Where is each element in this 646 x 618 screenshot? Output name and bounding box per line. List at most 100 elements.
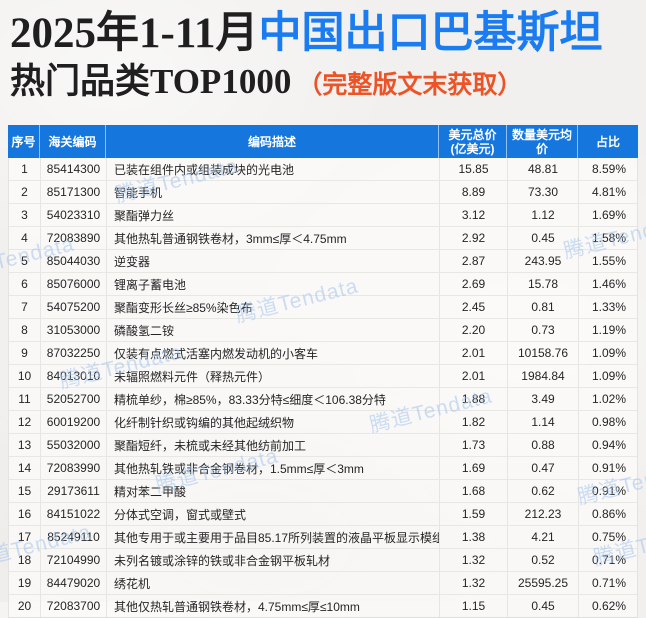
cell-col-qty-avg-price: 0.62 xyxy=(507,480,578,502)
cell-col-index: 5 xyxy=(21,254,28,268)
header-col-qty-avg-price: 数量美元均价 xyxy=(506,125,577,158)
cell-col-hs-code: 84013010 xyxy=(40,365,106,387)
cell-col-usd-total: 1.73 xyxy=(439,434,507,456)
title-period: 2025年1-11月 xyxy=(10,10,259,57)
table-row: 14 72083990 其他热轧铁或非合金钢卷材，1.5mm≤厚＜3mm 1.69 0.… xyxy=(9,456,637,479)
cell-col-qty-avg-price: 0.81 xyxy=(507,296,578,318)
cell-col-share: 1.69% xyxy=(578,204,639,226)
cell-col-index: 18 xyxy=(17,553,32,567)
cell-col-index: 14 xyxy=(17,461,32,475)
cell-col-hs-code: 54023310 xyxy=(40,204,106,226)
cell-col-hs-code: 85044030 xyxy=(40,250,106,272)
cell-col-description: 聚酯短纤，未梳或未经其他纺前加工 xyxy=(106,434,439,456)
table-row: 2 85171300 智能手机 8.89 73.30 4.81% xyxy=(9,180,637,203)
cell-col-share: 0.94% xyxy=(578,434,639,456)
header-col-hs-code: 海关编码 xyxy=(39,125,105,158)
cell-col-usd-total: 1.38 xyxy=(439,526,507,548)
cell-col-share: 0.62% xyxy=(578,595,639,617)
cell-col-share: 1.58% xyxy=(578,227,639,249)
cell-col-description: 精梳单纱，棉≥85%，83.33分特≤细度＜106.38分特 xyxy=(106,388,439,410)
cell-col-usd-total: 15.85 xyxy=(439,158,507,180)
cell-col-index: 12 xyxy=(17,415,32,429)
cell-col-hs-code: 72083890 xyxy=(40,227,106,249)
cell-col-qty-avg-price: 10158.76 xyxy=(507,342,578,364)
cell-col-index: 4 xyxy=(21,231,28,245)
cell-col-share: 0.71% xyxy=(578,549,639,571)
table-row: 20 72083700 其他仅热轧普通钢铁卷材，4.75mm≤厚≤10mm 1.15 0… xyxy=(9,594,637,617)
cell-col-share: 0.75% xyxy=(578,526,639,548)
page-title: 2025年1-11月中国出口巴基斯坦 热门品类TOP1000 （完整版文末获取） xyxy=(10,8,640,108)
cell-col-qty-avg-price: 1.14 xyxy=(507,411,578,433)
cell-col-share: 4.81% xyxy=(578,181,639,203)
cell-col-description: 其他专用于或主要用于品目85.17所列装置的液晶平板显示模组 xyxy=(106,526,439,548)
cell-col-description: 已装在组件内或组装成块的光电池 xyxy=(106,158,439,180)
cell-col-usd-total: 1.32 xyxy=(439,572,507,594)
cell-col-share: 1.55% xyxy=(578,250,639,272)
cell-col-description: 其他仅热轧普通钢铁卷材，4.75mm≤厚≤10mm xyxy=(106,595,439,617)
table-row: 9 87032250 仅装有点燃式活塞内燃发动机的小客车 2.01 10158.76 1.… xyxy=(9,341,637,364)
cell-col-description: 仅装有点燃式活塞内燃发动机的小客车 xyxy=(106,342,439,364)
cell-col-qty-avg-price: 73.30 xyxy=(507,181,578,203)
cell-col-index: 1 xyxy=(21,162,28,176)
header-col-index: 序号 xyxy=(11,134,36,149)
cell-col-index: 2 xyxy=(21,185,28,199)
cell-col-share: 0.71% xyxy=(578,572,639,594)
cell-col-description: 绣花机 xyxy=(106,572,439,594)
cell-col-usd-total: 2.01 xyxy=(439,365,507,387)
page: 2025年1-11月中国出口巴基斯坦 热门品类TOP1000 （完整版文末获取） … xyxy=(0,8,646,618)
cell-col-hs-code: 87032250 xyxy=(40,342,106,364)
cell-col-qty-avg-price: 15.78 xyxy=(507,273,578,295)
cell-col-hs-code: 85076000 xyxy=(40,273,106,295)
cell-col-share: 1.19% xyxy=(578,319,639,341)
cell-col-usd-total: 1.82 xyxy=(439,411,507,433)
cell-col-qty-avg-price: 25595.25 xyxy=(507,572,578,594)
cell-col-hs-code: 60019200 xyxy=(40,411,106,433)
table-row: 18 72104990 未列名镀或涂锌的铁或非合金钢平板轧材 1.32 0.52 0.71… xyxy=(9,548,637,571)
cell-col-description: 其他热轧普通钢铁卷材，3mm≤厚＜4.75mm xyxy=(106,227,439,249)
table-row: 5 85044030 逆变器 2.87 243.95 1.55% xyxy=(9,249,637,272)
table-row: 17 85249110 其他专用于或主要用于品目85.17所列装置的液晶平板显示模组… xyxy=(9,525,637,548)
cell-col-hs-code: 85249110 xyxy=(40,526,106,548)
cell-col-description: 锂离子蓄电池 xyxy=(106,273,439,295)
table-row: 8 31053000 磷酸氢二铵 2.20 0.73 1.19% xyxy=(9,318,637,341)
cell-col-usd-total: 2.45 xyxy=(439,296,507,318)
table-row: 6 85076000 锂离子蓄电池 2.69 15.78 1.46% xyxy=(9,272,637,295)
cell-col-hs-code: 29173611 xyxy=(40,480,106,502)
cell-col-usd-total: 1.32 xyxy=(439,549,507,571)
cell-col-share: 1.02% xyxy=(578,388,639,410)
cell-col-qty-avg-price: 0.88 xyxy=(507,434,578,456)
cell-col-usd-total: 2.69 xyxy=(439,273,507,295)
table-row: 10 84013010 未辐照燃料元件（释热元件） 2.01 1984.84 1.09% xyxy=(9,364,637,387)
cell-col-index: 8 xyxy=(21,323,28,337)
cell-col-hs-code: 31053000 xyxy=(40,319,106,341)
cell-col-share: 1.46% xyxy=(578,273,639,295)
cell-col-index: 20 xyxy=(17,599,32,613)
header-col-description: 编码描述 xyxy=(105,125,438,158)
cell-col-index: 6 xyxy=(21,277,28,291)
cell-col-index: 17 xyxy=(17,530,32,544)
cell-col-usd-total: 1.69 xyxy=(439,457,507,479)
table-row: 11 52052700 精梳单纱，棉≥85%，83.33分特≤细度＜106.38分特… xyxy=(9,387,637,410)
title-note: （完整版文末获取） xyxy=(297,72,523,99)
cell-col-hs-code: 52052700 xyxy=(40,388,106,410)
title-subject: 中国出口巴基斯坦 xyxy=(258,10,603,57)
cell-col-share: 1.09% xyxy=(578,342,639,364)
cell-col-qty-avg-price: 1.12 xyxy=(507,204,578,226)
cell-col-qty-avg-price: 0.73 xyxy=(507,319,578,341)
cell-col-index: 19 xyxy=(17,576,32,590)
header-col-usd-total: 美元总价 (亿美元) xyxy=(438,125,506,158)
cell-col-usd-total: 1.88 xyxy=(439,388,507,410)
cell-col-hs-code: 72083990 xyxy=(40,457,106,479)
cell-col-description: 磷酸氢二铵 xyxy=(106,319,439,341)
cell-col-description: 精对苯二甲酸 xyxy=(106,480,439,502)
table-row: 7 54075200 聚酯变形长丝≥85%染色布 2.45 0.81 1.33% xyxy=(9,295,637,318)
table-row: 3 54023310 聚酯弹力丝 3.12 1.12 1.69% xyxy=(9,203,637,226)
cell-col-hs-code: 72083700 xyxy=(40,595,106,617)
cell-col-share: 8.59% xyxy=(578,158,639,180)
cell-col-share: 0.98% xyxy=(578,411,639,433)
cell-col-description: 聚酯变形长丝≥85%染色布 xyxy=(106,296,439,318)
cell-col-usd-total: 8.89 xyxy=(439,181,507,203)
cell-col-description: 分体式空调，窗式或壁式 xyxy=(106,503,439,525)
cell-col-qty-avg-price: 3.49 xyxy=(507,388,578,410)
